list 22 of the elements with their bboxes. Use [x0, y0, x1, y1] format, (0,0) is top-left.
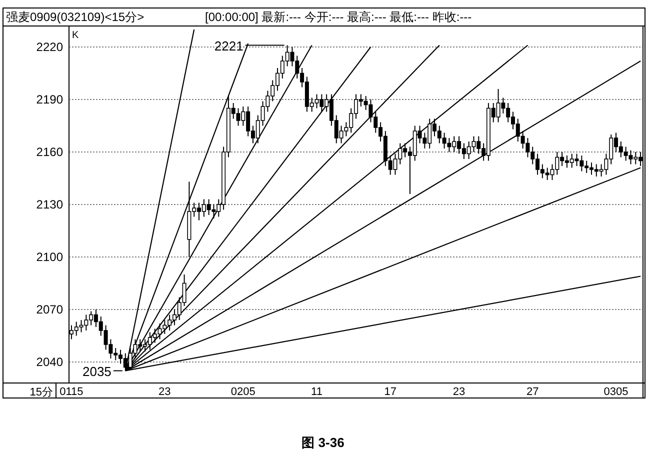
xlabel: 15分: [30, 386, 53, 398]
x-tick-label: 23: [452, 386, 466, 398]
y-tick-label: 2130: [36, 198, 64, 212]
caption: 图 3-36: [302, 435, 344, 450]
x-tick-label: 11: [311, 386, 322, 398]
title: 强麦0909(032109)<15分>: [6, 10, 144, 24]
x-tick-label: 0115: [60, 386, 84, 398]
y-tick-label: 2190: [36, 92, 64, 106]
subtitle: [00:00:00] 最新:--- 今开:--- 最高:--- 最低:--- 昨收:---: [205, 10, 472, 24]
x-tick-label: 23: [158, 386, 171, 398]
annotation: 2221: [214, 38, 244, 54]
x-tick-label: 0305: [604, 386, 628, 398]
y-tick-label: 2220: [36, 40, 64, 54]
x-tick-label: 0205: [230, 386, 256, 398]
annotation: 2035: [82, 364, 112, 379]
ylabel: K: [72, 30, 79, 41]
x-tick-label: 27: [526, 386, 539, 398]
x-tick-label: 17: [384, 386, 396, 398]
y-tick-label: 2070: [36, 302, 64, 316]
y-tick-label: 2160: [36, 145, 64, 159]
y-tick-label: 2100: [36, 250, 64, 264]
y-tick-label: 2040: [36, 355, 64, 369]
